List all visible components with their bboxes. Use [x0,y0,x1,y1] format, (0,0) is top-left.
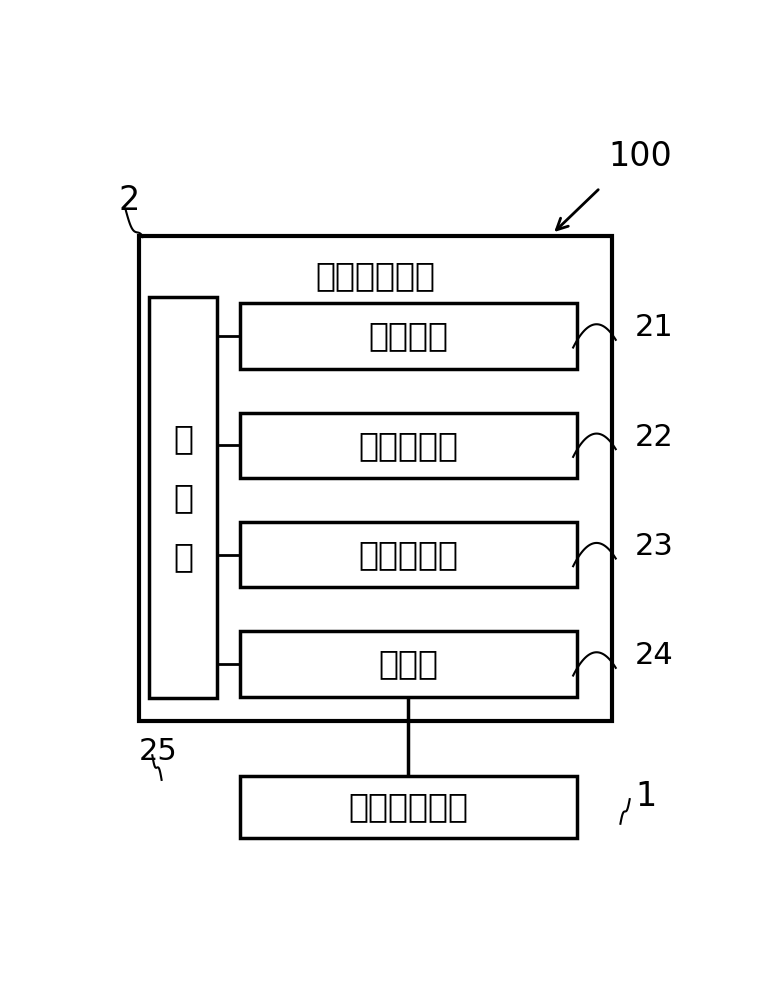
Text: 1: 1 [635,780,656,813]
Text: 图像转换部: 图像转换部 [358,429,459,462]
Text: 2: 2 [118,184,140,217]
Text: 图像识别装置: 图像识别装置 [316,259,435,292]
Bar [240,776,577,838]
Bar [149,297,218,698]
Bar [240,522,577,587]
Text: 图像获取装置: 图像获取装置 [348,790,469,823]
Text: 预处理部: 预处理部 [368,319,449,352]
Bar [240,413,577,478]
Text: 分类识别部: 分类识别部 [358,538,459,571]
Bar [240,631,577,697]
Text: 21: 21 [635,313,674,342]
Text: 控
制
部: 控 制 部 [173,422,193,573]
Bar [139,235,612,721]
Text: 25: 25 [139,737,178,766]
Text: 24: 24 [635,641,674,670]
Text: 22: 22 [635,423,674,452]
Text: 100: 100 [608,140,672,173]
Text: 23: 23 [635,532,674,561]
Bar [240,303,577,369]
Text: 通信部: 通信部 [378,648,438,681]
